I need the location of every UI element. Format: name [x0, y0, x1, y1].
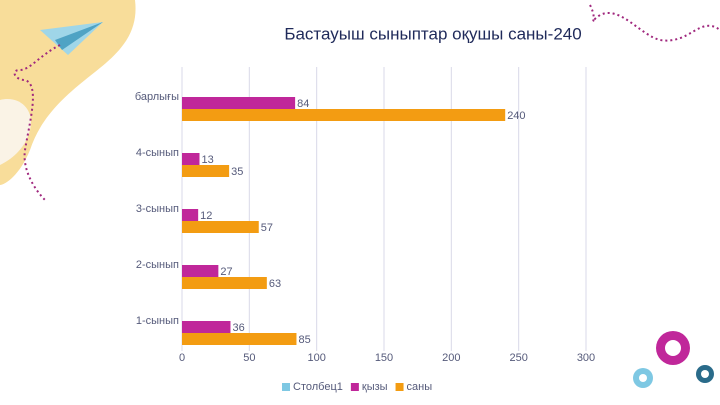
gear-hole — [665, 340, 681, 356]
y-tick-label: 3-сынып — [136, 203, 179, 215]
bar — [182, 109, 506, 121]
legend-label: Столбец1 — [293, 381, 343, 393]
data-label: 240 — [507, 110, 525, 122]
bar — [182, 333, 297, 345]
data-label: 57 — [261, 222, 273, 234]
decor-blob — [0, 0, 136, 185]
bar — [182, 221, 259, 233]
y-tick-label: 4-сынып — [136, 147, 179, 159]
paper-plane-fold — [55, 22, 103, 50]
x-tick-label: 50 — [243, 352, 255, 364]
bar — [182, 97, 296, 109]
decor-dots — [13, 44, 61, 201]
legend-swatch — [395, 383, 404, 391]
data-label: 13 — [202, 154, 214, 166]
x-tick-label: 0 — [179, 352, 185, 364]
bar — [182, 265, 219, 277]
x-tick-label: 200 — [442, 352, 460, 364]
bar — [182, 321, 231, 333]
data-label: 35 — [231, 166, 243, 178]
bar — [182, 153, 200, 165]
x-tick-label: 300 — [577, 352, 595, 364]
y-tick-label: барлығы — [135, 91, 179, 103]
data-label: 27 — [220, 266, 232, 278]
x-tick-label: 250 — [509, 352, 527, 364]
x-tick-label: 100 — [307, 352, 325, 364]
y-tick-label: 1-сынып — [136, 315, 179, 327]
legend-label: қызы — [362, 381, 388, 393]
y-tick-label: 2-сынып — [136, 259, 179, 271]
legend-swatch — [282, 383, 290, 391]
data-label: 63 — [269, 278, 281, 290]
legend-swatch — [350, 383, 359, 391]
data-label: 85 — [298, 334, 310, 346]
x-tick-label: 150 — [375, 352, 393, 364]
bar — [182, 165, 230, 177]
data-label: 84 — [297, 98, 309, 110]
bar — [182, 277, 267, 289]
data-label: 12 — [200, 210, 212, 222]
legend-label: саны — [407, 381, 433, 393]
data-label: 36 — [232, 322, 244, 334]
decor-blob-inner — [0, 99, 31, 165]
gear-hole — [701, 370, 709, 378]
bar — [182, 209, 199, 221]
chart-title: Бастауыш сыныптар оқушы саны-240 — [284, 24, 581, 43]
gear-hole — [639, 374, 647, 382]
